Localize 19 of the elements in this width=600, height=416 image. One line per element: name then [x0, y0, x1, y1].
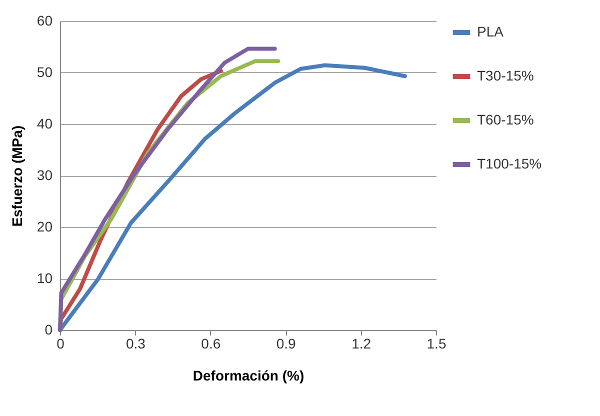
y-tick-label: 0 — [44, 322, 53, 338]
y-axis-title: Esfuerzo (MPa) — [8, 125, 25, 227]
y-tick-label: 20 — [36, 218, 53, 234]
x-tick-label: 0 — [56, 336, 65, 352]
x-axis-title: Deformación (%) — [192, 368, 304, 384]
legend-label: T60-15% — [477, 112, 534, 128]
x-tick-label: 0.6 — [201, 336, 221, 352]
legend-label: T30-15% — [477, 68, 534, 84]
y-tick-label: 30 — [36, 167, 53, 183]
legend-label: PLA — [477, 24, 504, 40]
x-tick-label: 1.2 — [352, 336, 372, 352]
x-tick-label: 0.9 — [276, 336, 296, 352]
y-tick-label: 10 — [36, 270, 53, 286]
x-tick-label: 1.5 — [426, 336, 446, 352]
y-tick-label: 40 — [36, 116, 53, 132]
y-tick-label: 50 — [36, 64, 53, 80]
x-tick-label: 0.3 — [126, 336, 146, 352]
legend-label: T100-15% — [477, 156, 542, 172]
y-tick-label: 60 — [36, 12, 53, 28]
